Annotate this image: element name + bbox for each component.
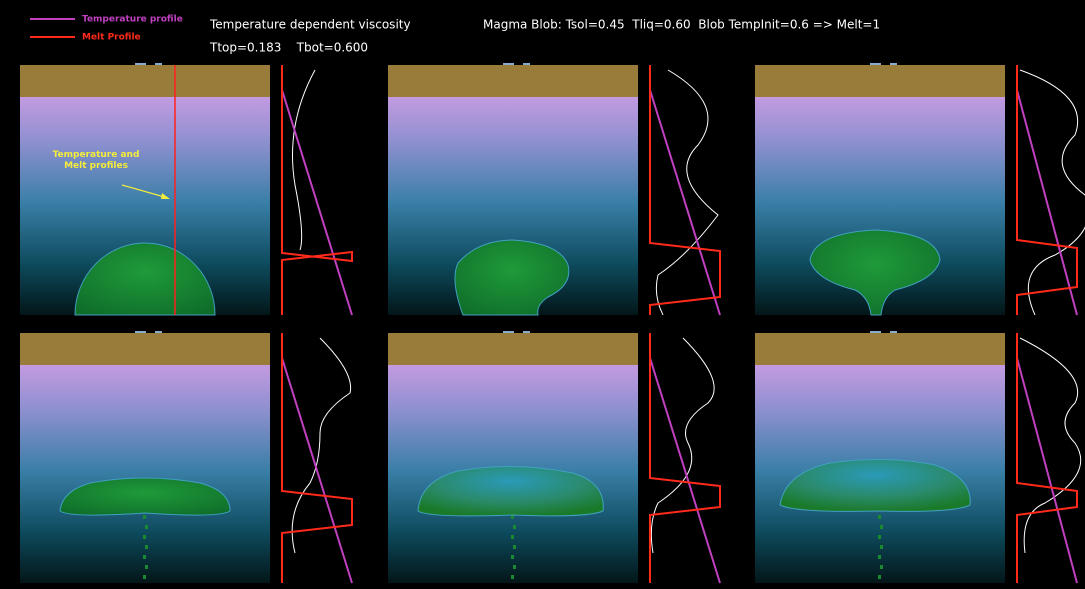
panel xyxy=(20,331,270,583)
panel xyxy=(755,63,1005,316)
simulation-field xyxy=(755,333,1005,583)
temperature-profile xyxy=(281,89,353,316)
blob xyxy=(454,239,570,316)
blob xyxy=(809,229,941,316)
header-title: Temperature dependent viscosity xyxy=(209,18,411,32)
blob xyxy=(417,465,604,517)
stem-dot xyxy=(511,555,514,559)
stem-dot xyxy=(143,515,146,519)
viscosity-curve xyxy=(291,337,352,554)
stem-dot xyxy=(145,545,148,549)
stem-dot xyxy=(143,555,146,559)
temperature-profile xyxy=(281,357,353,584)
stem-dot xyxy=(143,535,146,539)
viscosity-curve xyxy=(1019,69,1085,316)
melt-profile xyxy=(281,333,353,583)
temperature-profile xyxy=(649,357,721,584)
stem-dot xyxy=(511,515,514,519)
stem-dot xyxy=(878,535,881,539)
top-layer xyxy=(20,65,270,97)
profile xyxy=(1016,65,1085,316)
stem-dot xyxy=(513,545,516,549)
melt-profile xyxy=(281,65,353,315)
melt-profile xyxy=(1016,333,1078,583)
profile xyxy=(649,333,721,584)
simulation-field xyxy=(20,333,270,583)
top-layer xyxy=(20,333,270,365)
viscosity-curve xyxy=(292,69,316,251)
profile xyxy=(281,65,353,316)
arrow-head xyxy=(161,193,170,199)
temperature-profile xyxy=(649,89,721,316)
stem-dot xyxy=(145,525,148,529)
blob xyxy=(59,477,231,516)
annotation-marks xyxy=(121,65,176,315)
profile xyxy=(1016,333,1082,584)
melt-profile xyxy=(649,333,721,583)
stem-dot xyxy=(511,575,514,579)
arrow xyxy=(121,184,169,199)
panel xyxy=(755,331,1005,583)
blob xyxy=(779,458,971,512)
header-boundary: Ttop=0.183 Tbot=0.600 xyxy=(209,41,368,55)
viscosity-curve xyxy=(1019,337,1082,554)
panel xyxy=(20,63,270,316)
stem-dot xyxy=(880,545,883,549)
stem-dot xyxy=(513,525,516,529)
stem-dot xyxy=(143,575,146,579)
top-layer xyxy=(755,65,1005,97)
panel xyxy=(388,63,638,316)
stem-dot xyxy=(878,515,881,519)
stem-dot xyxy=(145,565,148,569)
melt-profile xyxy=(649,65,721,315)
stem-dot xyxy=(878,575,881,579)
stem-dot xyxy=(513,565,516,569)
stem-dot xyxy=(511,535,514,539)
top-layer xyxy=(388,333,638,365)
top-layer xyxy=(388,65,638,97)
viscosity-curve xyxy=(655,69,719,316)
annotation: Temperature and Melt profiles xyxy=(52,150,140,171)
top-layer xyxy=(755,333,1005,365)
stem-dot xyxy=(878,555,881,559)
temperature-profile xyxy=(1016,89,1078,316)
header-blob: Magma Blob: Tsol=0.45 Tliq=0.60 Blob Tem… xyxy=(483,18,880,32)
blob xyxy=(74,242,216,316)
profile xyxy=(649,65,721,316)
profile xyxy=(281,333,353,584)
legend-label: Melt Profile xyxy=(82,33,141,43)
stem-dot xyxy=(880,525,883,529)
legend-label: Temperature profile xyxy=(82,15,183,25)
panels xyxy=(20,63,1085,584)
melt-profile xyxy=(1016,65,1078,315)
viscosity-curve xyxy=(650,337,715,554)
temperature-profile xyxy=(1016,357,1078,584)
stem-dot xyxy=(880,565,883,569)
simulation-field xyxy=(388,333,638,583)
panel xyxy=(388,331,638,583)
